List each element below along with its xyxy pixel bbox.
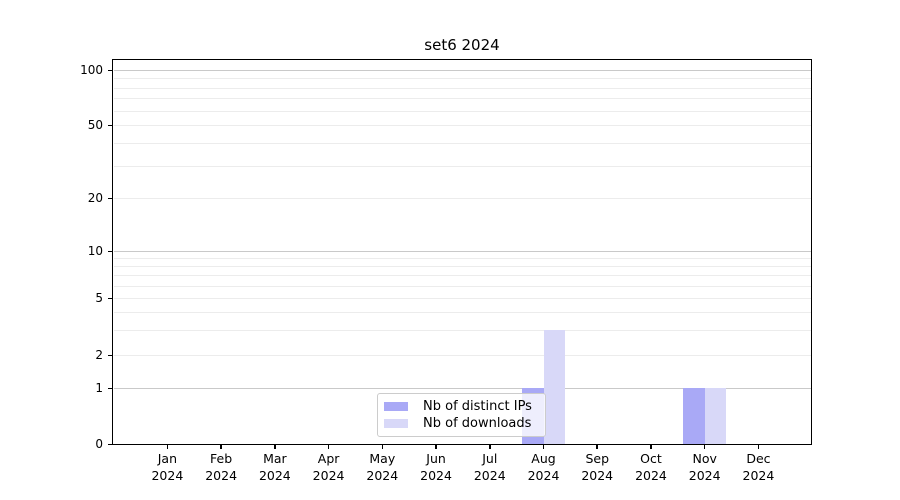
x-tick-aug-2024 xyxy=(542,445,545,449)
gridline-minor-5 xyxy=(114,298,811,299)
gridline-minor-4 xyxy=(114,311,811,313)
x-tick-label-year: 2024 xyxy=(258,467,291,483)
bar-nb-of-downloads-aug-2024 xyxy=(543,329,565,444)
y-tick-label-100: 100 xyxy=(80,63,103,77)
x-tick-label-aug-2024: Aug 2024 xyxy=(516,451,572,484)
y-tick-label-5: 5 xyxy=(95,291,103,305)
gridline-minor-70 xyxy=(114,98,811,100)
x-tick-label-oct-2024: Oct 2024 xyxy=(623,451,679,484)
gridline-major-10 xyxy=(114,251,811,252)
x-tick-label-sep-2024: Sep 2024 xyxy=(569,451,625,484)
y-tick-label-0: 0 xyxy=(95,437,103,451)
y-tick-label-50: 50 xyxy=(87,118,103,132)
gridline-minor-20 xyxy=(114,198,811,199)
gridline-major-100 xyxy=(114,70,811,71)
x-tick-feb-2024 xyxy=(220,445,222,449)
legend: Nb of distinct IPs Nb of downloads xyxy=(377,393,546,437)
legend-item-nb-of-distinct-ips: Nb of distinct IPs xyxy=(384,400,545,413)
y-tick-0 xyxy=(108,443,113,445)
y-tick-20 xyxy=(108,197,113,199)
y-tick-2 xyxy=(108,354,113,356)
x-tick-label-year: 2024 xyxy=(366,467,399,483)
y-tick-label-10: 10 xyxy=(87,244,103,258)
x-tick-may-2024 xyxy=(381,445,384,449)
x-tick-label-jul-2024: Jul 2024 xyxy=(462,451,518,484)
x-tick-label-year: 2024 xyxy=(742,467,775,483)
y-tick-50 xyxy=(108,124,113,126)
gridline-minor-9 xyxy=(114,258,811,260)
x-tick-label-apr-2024: Apr 2024 xyxy=(301,451,357,484)
chart-title: set6 2024 xyxy=(424,36,500,54)
y-tick-10 xyxy=(108,250,113,252)
y-tick-1 xyxy=(108,387,113,389)
legend-swatch-icon xyxy=(384,419,408,428)
x-tick-label-jun-2024: Jun 2024 xyxy=(408,451,464,484)
x-tick-apr-2024 xyxy=(327,445,330,449)
x-tick-label-year: 2024 xyxy=(581,467,614,483)
x-tick-label-year: 2024 xyxy=(420,467,452,483)
legend-label: Nb of distinct IPs xyxy=(423,399,532,414)
legend-label: Nb of downloads xyxy=(423,416,532,431)
y-tick-5 xyxy=(108,297,113,299)
x-tick-label-mar-2024: Mar 2024 xyxy=(247,451,303,484)
x-tick-jul-2024 xyxy=(489,445,491,449)
x-tick-mar-2024 xyxy=(274,445,276,449)
x-tick-dec-2024 xyxy=(757,445,760,449)
y-tick-label-2: 2 xyxy=(95,348,103,362)
gridline-minor-6 xyxy=(114,285,811,287)
x-tick-label-feb-2024: Feb 2024 xyxy=(193,451,249,484)
x-tick-label-year: 2024 xyxy=(688,467,721,483)
gridline-minor-80 xyxy=(114,87,811,89)
y-tick-label-20: 20 xyxy=(87,191,103,205)
y-tick-100 xyxy=(108,69,113,71)
x-tick-label-dec-2024: Dec 2024 xyxy=(730,451,786,484)
x-tick-oct-2024 xyxy=(650,445,652,449)
x-tick-label-jan-2024: Jan 2024 xyxy=(139,451,195,484)
legend-swatch-icon xyxy=(384,402,408,411)
gridline-minor-7 xyxy=(114,275,811,277)
bar-nb-of-distinct-ips-nov-2024 xyxy=(683,388,705,444)
gridline-major-1 xyxy=(114,388,811,389)
gridline-minor-60 xyxy=(114,110,811,112)
x-tick-label-may-2024: May 2024 xyxy=(354,451,410,484)
bar-nb-of-downloads-nov-2024 xyxy=(704,388,727,444)
gridline-minor-50 xyxy=(114,125,811,126)
y-tick-label-1: 1 xyxy=(95,381,103,395)
x-tick-label-year: 2024 xyxy=(473,467,506,483)
gridline-minor-40 xyxy=(114,142,811,144)
gridline-minor-3 xyxy=(114,329,811,331)
x-tick-sep-2024 xyxy=(596,445,598,449)
x-tick-label-nov-2024: Nov 2024 xyxy=(677,451,733,484)
gridline-minor-2 xyxy=(114,355,811,356)
gridline-minor-8 xyxy=(114,266,811,268)
legend-item-nb-of-downloads: Nb of downloads xyxy=(384,417,545,430)
x-tick-jan-2024 xyxy=(166,445,169,449)
x-tick-nov-2024 xyxy=(703,445,706,449)
gridline-minor-90 xyxy=(114,78,811,80)
x-tick-label-year: 2024 xyxy=(151,467,184,483)
x-tick-label-year: 2024 xyxy=(205,467,238,483)
x-tick-jun-2024 xyxy=(435,445,437,449)
x-tick-label-year: 2024 xyxy=(312,467,345,483)
x-tick-label-year: 2024 xyxy=(635,467,667,483)
x-tick-label-year: 2024 xyxy=(527,467,560,483)
gridline-minor-30 xyxy=(114,165,811,167)
